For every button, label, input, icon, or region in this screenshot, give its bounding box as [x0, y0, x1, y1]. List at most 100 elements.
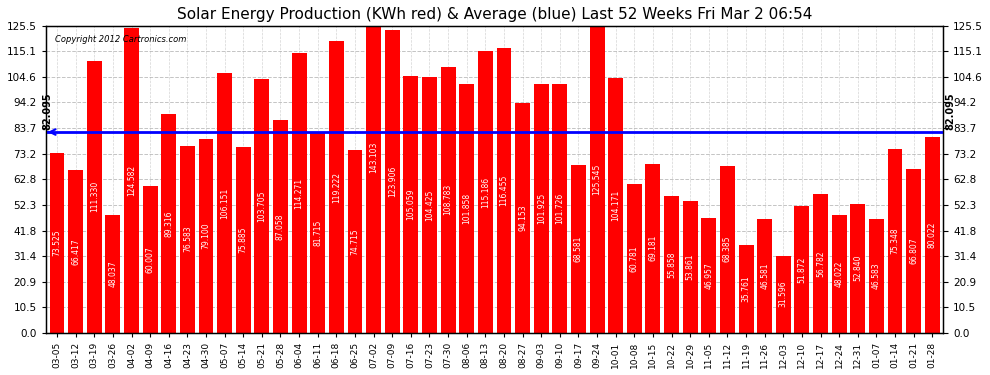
Text: 53.861: 53.861 [686, 254, 695, 280]
Bar [385, 30, 400, 333]
Text: 46.581: 46.581 [760, 262, 769, 289]
Bar [422, 77, 437, 333]
Text: 143.103: 143.103 [369, 142, 378, 174]
Text: 116.455: 116.455 [500, 175, 509, 206]
Bar [106, 215, 121, 333]
Text: 108.783: 108.783 [444, 184, 452, 215]
Text: 69.181: 69.181 [648, 235, 657, 261]
Bar [925, 137, 940, 333]
Bar [795, 206, 810, 333]
Bar [292, 53, 307, 333]
Bar [366, 0, 381, 333]
Text: 82.095: 82.095 [43, 92, 52, 130]
Bar [310, 133, 325, 333]
Title: Solar Energy Production (KWh red) & Average (blue) Last 52 Weeks Fri Mar 2 06:54: Solar Energy Production (KWh red) & Aver… [177, 7, 813, 22]
Bar [180, 146, 195, 333]
Bar [329, 41, 344, 333]
Bar [608, 78, 623, 333]
Bar [701, 218, 716, 333]
Text: 66.417: 66.417 [71, 238, 80, 265]
Text: 55.858: 55.858 [667, 251, 676, 278]
Bar [552, 84, 567, 333]
Bar [273, 120, 288, 333]
Text: 101.726: 101.726 [555, 193, 564, 224]
Bar [515, 102, 530, 333]
Text: 123.906: 123.906 [388, 166, 397, 197]
Text: 89.316: 89.316 [164, 210, 173, 237]
Text: 87.058: 87.058 [276, 213, 285, 240]
Text: 60.781: 60.781 [630, 245, 639, 272]
Text: 106.151: 106.151 [220, 188, 229, 219]
Bar [236, 147, 250, 333]
Bar [757, 219, 772, 333]
Text: 48.037: 48.037 [108, 261, 118, 287]
Text: 94.153: 94.153 [518, 204, 527, 231]
Bar [832, 215, 846, 333]
Bar [497, 48, 512, 333]
Bar [888, 148, 903, 333]
Text: 101.925: 101.925 [537, 192, 545, 224]
Bar [478, 51, 493, 333]
Bar [254, 79, 269, 333]
Text: 125.545: 125.545 [593, 164, 602, 195]
Text: 66.807: 66.807 [909, 238, 918, 264]
Text: 60.007: 60.007 [146, 246, 154, 273]
Bar [68, 170, 83, 333]
Bar [739, 245, 753, 333]
Text: 74.715: 74.715 [350, 228, 359, 255]
Text: 75.348: 75.348 [891, 227, 900, 254]
Text: 103.705: 103.705 [257, 190, 266, 222]
Text: 119.222: 119.222 [332, 171, 341, 202]
Text: 51.872: 51.872 [797, 256, 807, 282]
Text: 76.583: 76.583 [183, 226, 192, 252]
Bar [534, 84, 548, 333]
Bar [199, 140, 214, 333]
Bar [143, 186, 157, 333]
Text: 46.957: 46.957 [704, 262, 714, 289]
Text: 80.022: 80.022 [928, 222, 937, 248]
Text: 73.525: 73.525 [52, 230, 61, 256]
Text: 101.858: 101.858 [462, 193, 471, 224]
Bar [850, 204, 865, 333]
Bar [627, 184, 642, 333]
Text: 104.171: 104.171 [611, 190, 620, 221]
Bar [683, 201, 698, 333]
Text: 82.095: 82.095 [945, 92, 955, 130]
Text: 111.330: 111.330 [90, 181, 99, 212]
Bar [441, 67, 455, 333]
Text: 79.100: 79.100 [202, 223, 211, 249]
Text: 105.059: 105.059 [406, 189, 416, 220]
Text: 52.840: 52.840 [853, 255, 862, 281]
Bar [645, 164, 660, 333]
Text: 81.715: 81.715 [313, 220, 322, 246]
Text: 31.596: 31.596 [779, 281, 788, 308]
Bar [217, 73, 232, 333]
Text: 115.186: 115.186 [481, 176, 490, 207]
Bar [347, 150, 362, 333]
Bar [664, 196, 679, 333]
Text: 56.782: 56.782 [816, 250, 825, 277]
Bar [720, 165, 735, 333]
Bar [869, 219, 884, 333]
Bar [403, 76, 419, 333]
Bar [906, 170, 921, 333]
Text: 46.583: 46.583 [872, 262, 881, 289]
Bar [813, 194, 828, 333]
Text: 104.425: 104.425 [425, 189, 434, 221]
Text: 75.885: 75.885 [239, 227, 248, 253]
Text: 48.022: 48.022 [835, 261, 843, 287]
Text: 68.385: 68.385 [723, 236, 732, 262]
Bar [50, 153, 64, 333]
Bar [776, 255, 791, 333]
Bar [87, 60, 102, 333]
Text: Copyright 2012 Cartronics.com: Copyright 2012 Cartronics.com [54, 35, 186, 44]
Bar [459, 84, 474, 333]
Text: 68.581: 68.581 [574, 236, 583, 262]
Bar [161, 114, 176, 333]
Text: 114.271: 114.271 [295, 177, 304, 209]
Bar [571, 165, 586, 333]
Bar [590, 26, 605, 333]
Text: 35.761: 35.761 [742, 276, 750, 302]
Text: 124.582: 124.582 [127, 165, 136, 196]
Bar [124, 28, 139, 333]
